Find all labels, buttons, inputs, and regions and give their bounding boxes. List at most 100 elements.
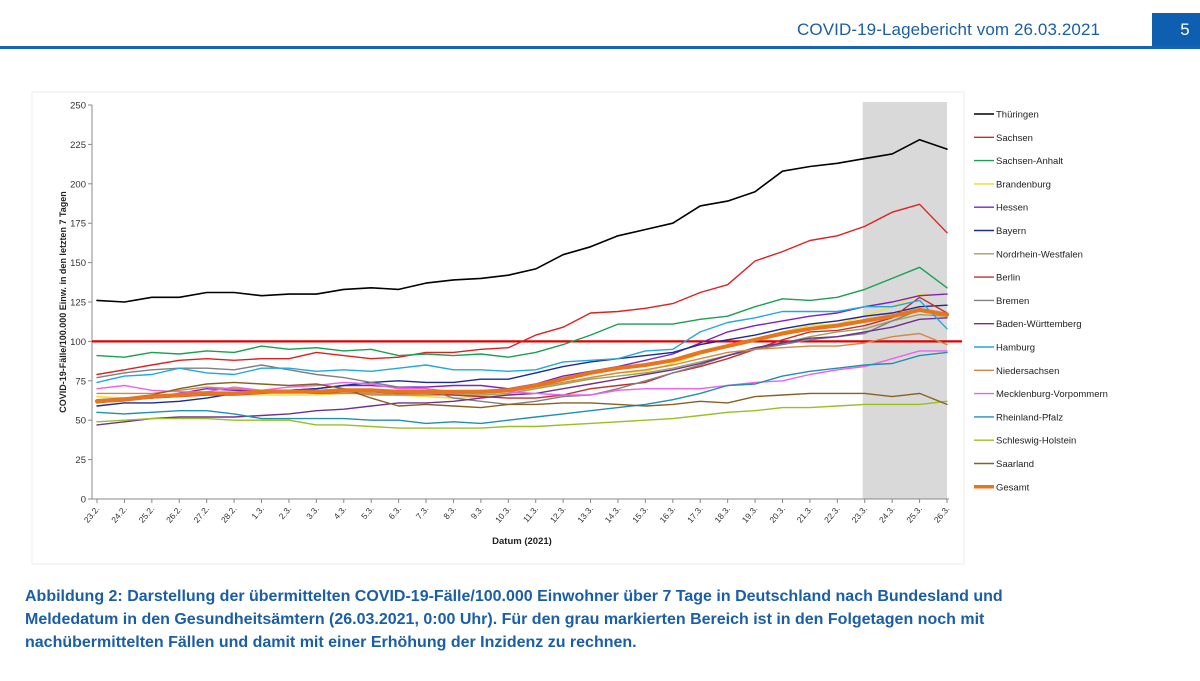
y-tick-label: 125	[70, 298, 86, 309]
x-tick-label: 11.3.	[521, 504, 540, 524]
legend-item: Brandenburg	[974, 179, 1051, 190]
legend-label: Schleswig-Holstein	[996, 436, 1076, 447]
caption-line: nachübermittelten Fällen und damit mit e…	[25, 634, 637, 651]
legend-item: Gesamt	[974, 482, 1030, 493]
legend-label: Saarland	[996, 459, 1034, 470]
page-number-badge: 5	[1152, 13, 1200, 47]
x-tick-label: 25.3.	[904, 504, 924, 525]
x-tick-label: 17.3.	[685, 504, 705, 525]
series-line-hamburg	[96, 299, 948, 384]
x-axis-title: Datum (2021)	[492, 536, 552, 547]
x-tick-label: 1.3.	[249, 504, 266, 521]
y-tick-label: 150	[70, 258, 86, 269]
x-axis: 23.2. 24.2. 25.2. 26.2. 27.2. 28.2. 1.3. 2.3. 3.…	[82, 498, 952, 525]
series-line-schleswig-holstein	[96, 400, 948, 429]
x-tick-label: 23.2.	[82, 504, 102, 525]
legend-item: Sachsen-Anhalt	[974, 156, 1063, 167]
x-tick-label: 13.3.	[575, 504, 595, 525]
x-tick-label: 26.2.	[164, 504, 184, 525]
y-tick-label: 25	[75, 455, 86, 466]
y-tick-label: 50	[75, 416, 86, 427]
legend-item: Sachsen	[974, 133, 1033, 144]
legend-item: Hamburg	[974, 343, 1035, 354]
legend: Thüringen Sachsen Sachsen-Anhalt Brandenbur…	[974, 110, 1108, 493]
series-line-mecklenburg-vorpommern	[96, 350, 948, 396]
series-line-thüringen	[96, 138, 948, 303]
x-tick-label: 21.3.	[795, 504, 815, 525]
report-title: COVID-19-Lagebericht vom 26.03.2021	[797, 20, 1101, 39]
legend-item: Hessen	[974, 203, 1028, 214]
legend-label: Nordrhein-Westfalen	[996, 249, 1083, 260]
series-line-hessen	[96, 293, 948, 402]
legend-label: Mecklenburg-Vorpommern	[996, 389, 1108, 400]
chart-border	[31, 91, 965, 565]
x-tick-label: 20.3.	[767, 504, 787, 525]
legend-label: Bremen	[996, 296, 1029, 307]
x-tick-label: 26.3.	[932, 504, 952, 525]
x-tick-label: 15.3.	[630, 504, 650, 525]
x-tick-label: 22.3.	[822, 504, 842, 525]
x-tick-label: 19.3.	[740, 504, 760, 525]
legend-item: Saarland	[974, 459, 1034, 470]
legend-label: Sachsen	[996, 133, 1033, 144]
x-tick-label: 25.2.	[137, 504, 157, 525]
y-axis: 0 25 50 75 100 125 150 175 200 225 250	[70, 101, 93, 506]
y-tick-label: 200	[70, 179, 86, 190]
x-tick-label: 5.3.	[359, 504, 376, 521]
series-line-sachsen-anhalt	[96, 266, 948, 358]
legend-item: Berlin	[974, 273, 1020, 284]
x-tick-label: 3.3.	[304, 504, 321, 521]
legend-item: Bayern	[974, 226, 1026, 237]
x-tick-label: 8.3.	[441, 504, 458, 521]
legend-item: Nordrhein-Westfalen	[974, 249, 1083, 260]
x-tick-label: 7.3.	[414, 504, 431, 521]
x-tick-label: 12.3.	[548, 504, 568, 525]
series-line-sachsen	[96, 203, 948, 376]
x-tick-label: 24.2.	[109, 504, 129, 525]
x-tick-label: 24.3.	[877, 504, 897, 525]
legend-label: Niedersachsen	[996, 366, 1059, 377]
legend-item: Baden-Württemberg	[974, 319, 1082, 330]
legend-label: Hessen	[996, 203, 1028, 214]
series-line-saarland	[96, 381, 948, 409]
y-tick-label: 175	[70, 219, 86, 230]
x-tick-label: 4.3.	[332, 504, 349, 521]
y-tick-label: 100	[70, 337, 86, 348]
y-tick-label: 225	[70, 140, 86, 151]
series-line-gesamt	[95, 307, 949, 404]
legend-label: Bayern	[996, 226, 1026, 237]
x-tick-label: 18.3.	[712, 504, 732, 525]
legend-item: Schleswig-Holstein	[974, 436, 1076, 447]
figure-caption: Abbildung 2: Darstellung der übermittelt…	[25, 585, 1125, 654]
caption-line: Meldedatum in den Gesundheitsämtern (26.…	[25, 611, 985, 628]
legend-label: Rheinland-Pfalz	[996, 412, 1063, 423]
x-tick-label: 14.3.	[603, 504, 623, 525]
x-tick-label: 27.2.	[191, 504, 211, 525]
y-tick-label: 0	[81, 495, 86, 506]
series-line-rheinland-pfalz	[96, 351, 948, 425]
series-line-baden-württemberg	[96, 317, 948, 426]
legend-label: Berlin	[996, 273, 1020, 284]
legend-label: Thüringen	[996, 110, 1039, 121]
legend-item: Bremen	[974, 296, 1029, 307]
x-tick-label: 16.3.	[658, 504, 678, 525]
x-tick-label: 23.3.	[849, 504, 869, 525]
y-tick-label: 75	[75, 376, 86, 387]
legend-item: Niedersachsen	[974, 366, 1059, 377]
legend-item: Mecklenburg-Vorpommern	[974, 389, 1108, 400]
x-tick-label: 6.3.	[386, 504, 403, 521]
x-tick-label: 28.2.	[219, 504, 239, 525]
legend-label: Hamburg	[996, 343, 1035, 354]
caption-line: Abbildung 2: Darstellung der übermittelt…	[25, 588, 1003, 605]
legend-label: Brandenburg	[996, 179, 1051, 190]
y-axis-title: COVID-19-Fälle/100.000 Einw. in den letz…	[58, 191, 68, 413]
x-tick-label: 10.3.	[493, 504, 513, 525]
series-layer	[95, 138, 949, 429]
x-tick-label: 2.3.	[277, 504, 294, 521]
y-tick-label: 250	[70, 101, 86, 112]
legend-label: Gesamt	[996, 482, 1030, 493]
series-line-bremen	[96, 309, 948, 406]
legend-label: Sachsen-Anhalt	[996, 156, 1063, 167]
header-divider	[0, 46, 1200, 49]
